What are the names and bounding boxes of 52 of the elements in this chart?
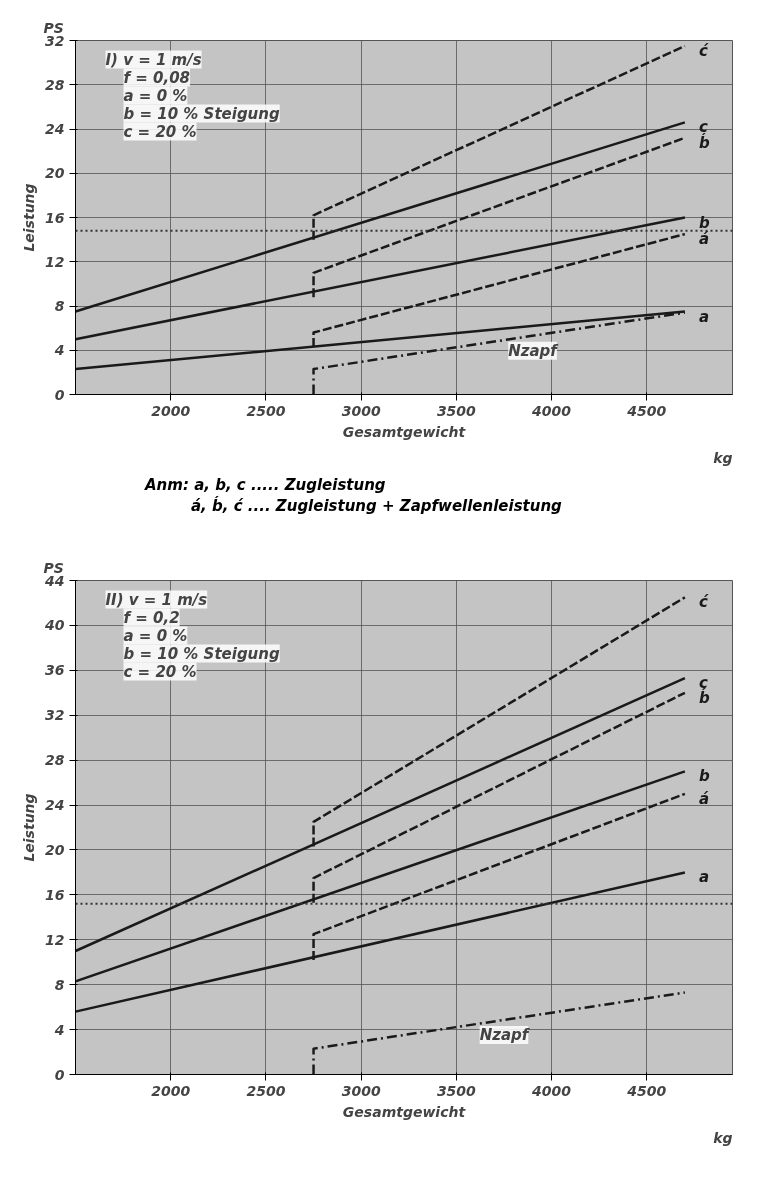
text: á, b́, ć .... Zugleistung + Zapfwellenleistung [191, 496, 562, 518]
series-label: a [698, 307, 710, 326]
x-tick-label: 2500 [246, 1082, 286, 1099]
x-tick-label: 2000 [151, 402, 191, 419]
text: kg [713, 1129, 733, 1146]
y-tick-label: 16 [45, 209, 65, 226]
series-label: á [698, 789, 710, 808]
x-tick-label: 4500 [626, 402, 667, 419]
y-tick-label: 8 [54, 298, 65, 314]
y-tick-label: 20 [45, 841, 65, 858]
annotation: II) v = 1 m/s f = 0,2 a = 0 % b = 10 % Steigung c = 20 % [105, 590, 280, 681]
x-tick-label: 3500 [436, 402, 477, 419]
text: Anm: a, b, c ..... Zugleistung [145, 475, 387, 496]
x-tick-label: 3500 [436, 1082, 477, 1099]
y-tick-label: 24 [45, 797, 65, 814]
y-tick-label: 16 [45, 886, 65, 903]
x-axis-title: Gesamtgewicht [342, 1103, 467, 1120]
y-tick-label: 4 [53, 1021, 65, 1038]
x-tick-label: 2500 [246, 402, 286, 419]
y-axis-title: Leistung [21, 183, 38, 252]
y-tick-label: 28 [45, 76, 65, 93]
y-tick-label: 24 [45, 121, 65, 137]
y-tick-label: 8 [54, 976, 65, 993]
text: kg [713, 449, 733, 466]
y-tick-label: 0 [54, 1066, 65, 1083]
y-tick-label: 40 [44, 617, 65, 634]
y-tick-label: 28 [45, 752, 65, 769]
x-tick-label: 2000 [151, 1082, 191, 1099]
x-tick-label: 3000 [341, 1082, 381, 1099]
series-label: b [698, 767, 710, 786]
x-tick-label: 4000 [531, 1082, 572, 1099]
y-tick-label: 36 [45, 662, 65, 679]
x-tick-label: 4500 [626, 1082, 667, 1099]
y-tick-label: 4 [53, 342, 65, 359]
annotation: I) v = 1 m/s f = 0,08 a = 0 % b = 10 % Steigung c = 20 % [105, 50, 280, 141]
y-tick-label: 12 [45, 931, 65, 948]
annotation: Nzapf [508, 341, 560, 360]
y-tick-label: 32 [45, 707, 65, 724]
series-label: a [698, 868, 710, 887]
series-label: ć [698, 593, 709, 612]
series-label: b́ [698, 133, 710, 152]
y-tick-label: 20 [45, 165, 65, 182]
series-label: á [698, 230, 710, 249]
series-label: ć [698, 42, 709, 61]
x-axis-title: Gesamtgewicht [342, 423, 467, 440]
annotation: Nzapf [479, 1025, 531, 1044]
series-label: b [698, 213, 710, 232]
y-tick-label: 12 [45, 253, 65, 270]
y-tick-label: 0 [54, 386, 65, 403]
y-axis-title: Leistung [21, 793, 38, 862]
x-tick-label: 4000 [531, 402, 572, 419]
x-tick-label: 3000 [341, 402, 381, 419]
